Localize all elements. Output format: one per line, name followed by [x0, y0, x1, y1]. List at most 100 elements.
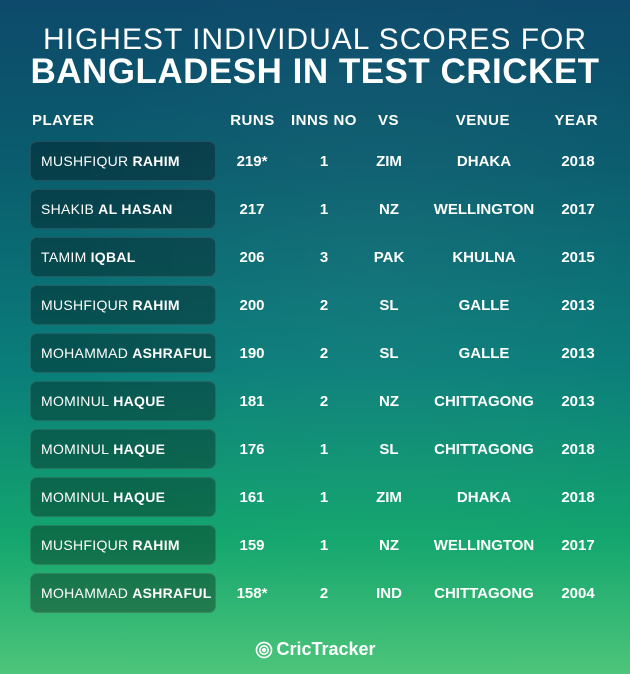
infographic-container: HIGHEST INDIVIDUAL SCORES FOR BANGLADESH…: [0, 0, 630, 674]
player-cell: MOHAMMADASHRAFUL: [22, 333, 214, 373]
vs-cell: NZ: [358, 537, 420, 554]
runs-cell: 217: [214, 201, 290, 218]
venue-cell: KHULNA: [420, 249, 548, 266]
table-row: MUSHFIQURRAHIM1591NZWELLINGTON2017: [22, 523, 608, 567]
player-last-name: RAHIM: [132, 297, 179, 313]
runs-cell: 206: [214, 249, 290, 266]
player-cell: MOHAMMADASHRAFUL: [22, 573, 214, 613]
venue-cell: WELLINGTON: [420, 201, 548, 218]
year-cell: 2015: [548, 249, 608, 266]
table-row: MUSHFIQURRAHIM2002SLGALLE2013: [22, 283, 608, 327]
header-vs: VS: [358, 112, 420, 129]
player-pill: MOHAMMADASHRAFUL: [30, 573, 216, 613]
year-cell: 2018: [548, 489, 608, 506]
inns-cell: 1: [290, 537, 358, 554]
table-row: TAMIMIQBAL2063PAKKHULNA2015: [22, 235, 608, 279]
runs-cell: 181: [214, 393, 290, 410]
player-first-name: MOMINUL: [41, 441, 109, 457]
player-pill: MUSHFIQURRAHIM: [30, 285, 216, 325]
player-last-name: ASHRAFUL: [132, 345, 211, 361]
inns-cell: 2: [290, 345, 358, 362]
player-first-name: MOMINUL: [41, 393, 109, 409]
year-cell: 2013: [548, 345, 608, 362]
vs-cell: SL: [358, 297, 420, 314]
player-cell: MOMINULHAQUE: [22, 429, 214, 469]
inns-cell: 3: [290, 249, 358, 266]
header-runs: RUNS: [215, 112, 290, 129]
table-row: MOHAMMADASHRAFUL1902SLGALLE2013: [22, 331, 608, 375]
title: HIGHEST INDIVIDUAL SCORES FOR BANGLADESH…: [22, 24, 608, 90]
footer-brand: CricTracker: [0, 639, 630, 660]
runs-cell: 159: [214, 537, 290, 554]
vs-cell: NZ: [358, 201, 420, 218]
player-pill: MOMINULHAQUE: [30, 477, 216, 517]
vs-cell: PAK: [358, 249, 420, 266]
table-row: MOMINULHAQUE1761SLCHITTAGONG2018: [22, 427, 608, 471]
inns-cell: 1: [290, 441, 358, 458]
player-last-name: HAQUE: [113, 393, 165, 409]
runs-cell: 219*: [214, 153, 290, 170]
player-last-name: HAQUE: [113, 489, 165, 505]
player-cell: SHAKIBAL HASAN: [22, 189, 214, 229]
venue-cell: GALLE: [420, 297, 548, 314]
inns-cell: 1: [290, 153, 358, 170]
year-cell: 2004: [548, 585, 608, 602]
player-first-name: MOHAMMAD: [41, 345, 128, 361]
player-first-name: MOHAMMAD: [41, 585, 128, 601]
player-pill: MOMINULHAQUE: [30, 429, 216, 469]
venue-cell: CHITTAGONG: [420, 393, 548, 410]
scores-table: PLAYER RUNS INNS NO VS VENUE YEAR MUSHFI…: [22, 112, 608, 615]
player-last-name: RAHIM: [132, 153, 179, 169]
inns-cell: 1: [290, 489, 358, 506]
inns-cell: 2: [290, 585, 358, 602]
player-cell: TAMIMIQBAL: [22, 237, 214, 277]
inns-cell: 1: [290, 201, 358, 218]
player-pill: MOHAMMADASHRAFUL: [30, 333, 216, 373]
player-last-name: AL HASAN: [98, 201, 172, 217]
player-last-name: RAHIM: [132, 537, 179, 553]
table-header-row: PLAYER RUNS INNS NO VS VENUE YEAR: [22, 112, 608, 139]
runs-cell: 190: [214, 345, 290, 362]
player-pill: MUSHFIQURRAHIM: [30, 141, 216, 181]
venue-cell: WELLINGTON: [420, 537, 548, 554]
venue-cell: DHAKA: [420, 489, 548, 506]
table-row: MOMINULHAQUE1812NZCHITTAGONG2013: [22, 379, 608, 423]
target-icon: [254, 640, 274, 660]
player-pill: SHAKIBAL HASAN: [30, 189, 216, 229]
venue-cell: GALLE: [420, 345, 548, 362]
player-last-name: IQBAL: [91, 249, 136, 265]
runs-cell: 176: [214, 441, 290, 458]
player-last-name: ASHRAFUL: [132, 585, 211, 601]
runs-cell: 158*: [214, 585, 290, 602]
table-row: MUSHFIQURRAHIM219*1ZIMDHAKA2018: [22, 139, 608, 183]
player-first-name: MUSHFIQUR: [41, 153, 128, 169]
venue-cell: CHITTAGONG: [420, 441, 548, 458]
header-year: YEAR: [546, 112, 606, 129]
year-cell: 2013: [548, 297, 608, 314]
player-pill: MOMINULHAQUE: [30, 381, 216, 421]
venue-cell: CHITTAGONG: [420, 585, 548, 602]
year-cell: 2018: [548, 441, 608, 458]
player-cell: MUSHFIQURRAHIM: [22, 525, 214, 565]
venue-cell: DHAKA: [420, 153, 548, 170]
vs-cell: ZIM: [358, 489, 420, 506]
header-inns: INNS NO: [290, 112, 358, 129]
player-cell: MOMINULHAQUE: [22, 477, 214, 517]
player-first-name: MUSHFIQUR: [41, 537, 128, 553]
table-row: SHAKIBAL HASAN2171NZWELLINGTON2017: [22, 187, 608, 231]
vs-cell: IND: [358, 585, 420, 602]
player-first-name: TAMIM: [41, 249, 87, 265]
player-cell: MUSHFIQURRAHIM: [22, 141, 214, 181]
player-cell: MOMINULHAQUE: [22, 381, 214, 421]
year-cell: 2017: [548, 537, 608, 554]
player-last-name: HAQUE: [113, 441, 165, 457]
inns-cell: 2: [290, 393, 358, 410]
table-body: MUSHFIQURRAHIM219*1ZIMDHAKA2018SHAKIBAL …: [22, 139, 608, 615]
footer-brand-text: CricTracker: [276, 639, 375, 660]
runs-cell: 200: [214, 297, 290, 314]
runs-cell: 161: [214, 489, 290, 506]
vs-cell: SL: [358, 345, 420, 362]
year-cell: 2018: [548, 153, 608, 170]
player-pill: TAMIMIQBAL: [30, 237, 216, 277]
title-line-2: BANGLADESH IN TEST CRICKET: [22, 54, 608, 91]
